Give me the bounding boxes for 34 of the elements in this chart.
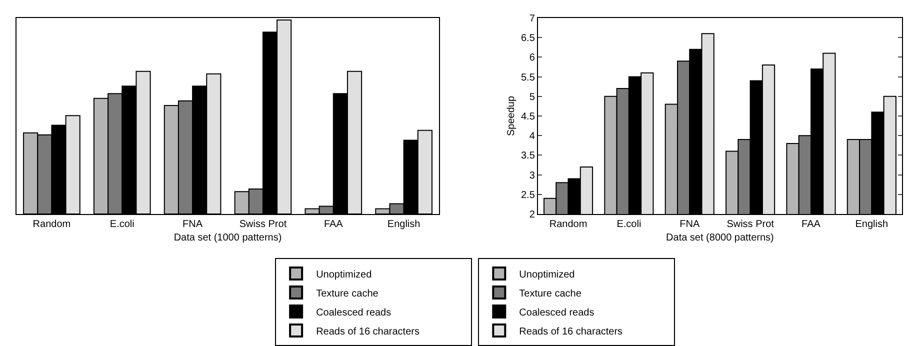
legend-label: Coalesced reads xyxy=(316,307,392,318)
legend-label: Texture cache xyxy=(316,288,379,300)
y-axis-title: Speedup xyxy=(506,96,518,136)
x-tick-label: Swiss Prot xyxy=(726,219,774,230)
legend-label: Reads of 16 characters xyxy=(519,326,623,338)
x-axis-title: Data set (8000 patterns) xyxy=(666,232,774,244)
y-tick-label: 7 xyxy=(529,14,536,24)
x-tick-label: Swiss Prot xyxy=(239,219,287,230)
y-tick-label: 3 xyxy=(529,170,536,182)
x-tick-label: English xyxy=(387,219,420,230)
y-tick-label: 2 xyxy=(529,210,536,220)
y-tick-label: 5.5 xyxy=(521,72,536,84)
legend-label: Unoptimized xyxy=(519,269,575,280)
x-tick-label: E.coli xyxy=(110,219,134,230)
x-tick-label: English xyxy=(855,219,888,230)
x-tick-label: Random xyxy=(549,219,588,230)
x-tick-label: E.coli xyxy=(616,219,642,230)
x-tick-label: FAA xyxy=(802,219,821,230)
legend-label: Unoptimized xyxy=(316,269,372,280)
y-tick-label: 4 xyxy=(529,131,536,142)
y-tick-label: 3.5 xyxy=(521,150,536,162)
x-tick-label: FNA xyxy=(680,219,700,230)
legend-label: Reads of 16 characters xyxy=(316,326,420,338)
x-tick-label: FAA xyxy=(324,219,344,230)
legend-label: Texture cache xyxy=(519,288,582,300)
y-tick-label: 6 xyxy=(529,52,536,64)
x-axis-title: Data set (1000 patterns) xyxy=(174,232,282,244)
x-tick-label: FNA xyxy=(182,219,203,230)
y-tick-label: 2.5 xyxy=(521,190,536,201)
x-tick-label: Random xyxy=(32,219,71,230)
y-tick-label: 4.5 xyxy=(521,112,536,122)
y-tick-label: 6.5 xyxy=(521,33,536,44)
y-tick-label: 5 xyxy=(529,92,536,103)
legend-label: Coalesced reads xyxy=(519,307,594,318)
